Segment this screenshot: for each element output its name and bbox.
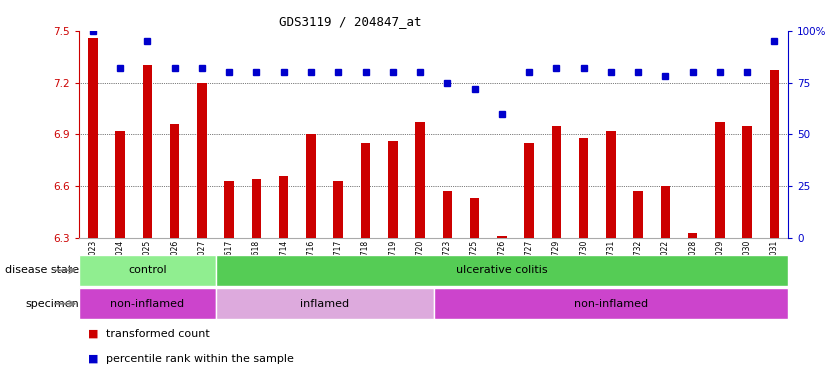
Text: transformed count: transformed count <box>106 329 209 339</box>
Bar <box>334 181 343 238</box>
Text: ■: ■ <box>88 354 98 364</box>
Bar <box>306 134 316 238</box>
Text: control: control <box>128 265 167 275</box>
Bar <box>434 288 788 319</box>
Bar <box>115 131 125 238</box>
Text: GDS3119 / 204847_at: GDS3119 / 204847_at <box>279 15 421 28</box>
Bar <box>770 71 779 238</box>
Bar <box>224 181 234 238</box>
Bar <box>606 131 615 238</box>
Bar <box>170 124 179 238</box>
Bar <box>470 198 480 238</box>
Bar <box>79 288 215 319</box>
Bar <box>361 143 370 238</box>
Bar <box>551 126 561 238</box>
Text: non-inflamed: non-inflamed <box>110 299 184 309</box>
Bar <box>252 179 261 238</box>
Text: non-inflamed: non-inflamed <box>574 299 648 309</box>
Bar <box>415 122 425 238</box>
Bar <box>88 38 98 238</box>
Bar <box>143 65 152 238</box>
Bar <box>388 141 398 238</box>
Bar <box>633 191 643 238</box>
Text: inflamed: inflamed <box>300 299 349 309</box>
Bar <box>579 138 589 238</box>
Text: ■: ■ <box>88 329 98 339</box>
Bar <box>79 255 215 286</box>
Text: specimen: specimen <box>26 299 79 309</box>
Bar <box>215 288 434 319</box>
Text: ulcerative colitis: ulcerative colitis <box>456 265 548 275</box>
Bar <box>215 255 788 286</box>
Bar <box>661 186 671 238</box>
Bar <box>197 83 207 238</box>
Bar <box>279 176 289 238</box>
Text: disease state: disease state <box>5 265 79 275</box>
Bar <box>688 233 697 238</box>
Bar <box>742 126 752 238</box>
Bar <box>497 236 506 238</box>
Bar <box>525 143 534 238</box>
Bar <box>716 122 725 238</box>
Bar <box>443 191 452 238</box>
Text: percentile rank within the sample: percentile rank within the sample <box>106 354 294 364</box>
